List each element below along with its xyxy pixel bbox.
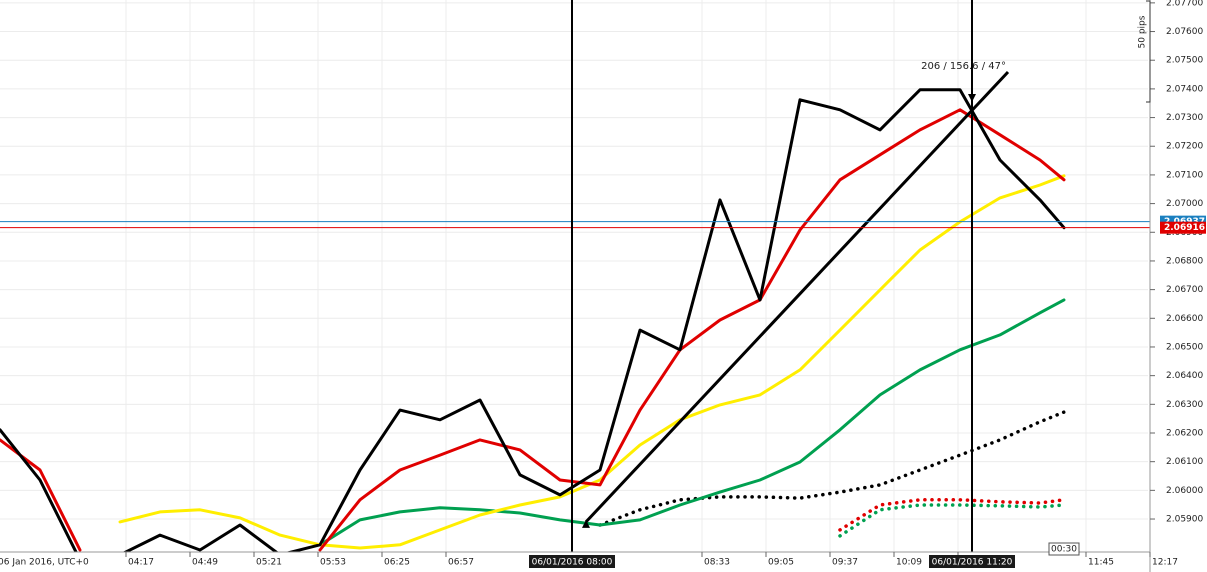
marker-box <box>529 555 615 568</box>
x-tick-label: 06:25 <box>384 558 410 568</box>
y-tick-label: 2.07400 <box>1166 84 1203 94</box>
y-tick-label: 2.06100 <box>1166 457 1203 467</box>
marker-box <box>929 555 1015 568</box>
arrow-up <box>582 519 590 528</box>
dotted-line <box>838 503 1066 538</box>
plot-area <box>0 88 1066 552</box>
y-tick-label: 2.06200 <box>1166 428 1203 438</box>
y-tick-label: 2.07200 <box>1166 142 1203 152</box>
price-line <box>0 88 1066 552</box>
arrow-down <box>968 94 976 102</box>
dotted-line <box>838 498 1066 532</box>
x-tick-label: 06:57 <box>448 558 474 568</box>
y-tick-label: 2.06500 <box>1166 342 1203 352</box>
grid <box>0 0 1148 552</box>
x-tick-label: 05:53 <box>320 558 346 568</box>
price-level-box <box>1160 221 1206 234</box>
price-line <box>318 298 1066 547</box>
y-tick-label: 2.07700 <box>1166 0 1203 8</box>
y-tick-label: 2.06800 <box>1166 256 1203 266</box>
timer-box <box>1048 542 1080 556</box>
y-tick-label: 2.06300 <box>1166 400 1203 410</box>
price-line <box>0 108 1066 552</box>
y-tick-label: 2.07000 <box>1166 199 1203 209</box>
x-tick-label: 09:37 <box>832 558 858 568</box>
y-tick-label: 2.07500 <box>1166 56 1203 66</box>
y-tick-label: 2.06600 <box>1166 314 1203 324</box>
y-tick-label: 2.06700 <box>1166 285 1203 295</box>
x-tick-label: 04:17 <box>128 558 154 568</box>
y-tick-label: 2.07300 <box>1166 113 1203 123</box>
price-line <box>118 174 1066 550</box>
x-tick-label: 09:05 <box>768 558 794 568</box>
scale-label: 50 pips <box>1138 15 1148 48</box>
y-tick-label: 2.07100 <box>1166 170 1203 180</box>
x-tick-label: 08:33 <box>704 558 730 568</box>
x-tick-label: 11:45 <box>1088 558 1114 568</box>
x-tick-label: 10:09 <box>896 558 922 568</box>
x-tick-label: 12:17 <box>1152 558 1178 568</box>
price-level-label: 2.06916 <box>1164 223 1205 233</box>
scale-bracket <box>1146 0 1151 103</box>
y-tick-label: 2.07600 <box>1166 27 1203 37</box>
x-tick-label: 05:21 <box>256 558 282 568</box>
x-start-label: 06 Jan 2016, UTC+0 <box>0 558 89 568</box>
y-tick-label: 2.06000 <box>1166 486 1203 496</box>
marker-label: 06/01/2016 08:00 <box>532 558 613 568</box>
y-tick-label: 2.05900 <box>1166 515 1203 525</box>
trendline-label: 206 / 156.6 / 47° <box>921 61 1006 72</box>
x-tick-label: 04:49 <box>192 558 218 568</box>
timer-label: 00:30 <box>1051 545 1077 555</box>
y-tick-label: 2.06400 <box>1166 371 1203 381</box>
trendline <box>584 70 1010 523</box>
overlay: 206 / 156.6 / 47° <box>0 0 1150 552</box>
marker-label: 06/01/2016 11:20 <box>932 558 1013 568</box>
dotted-line <box>598 410 1066 527</box>
